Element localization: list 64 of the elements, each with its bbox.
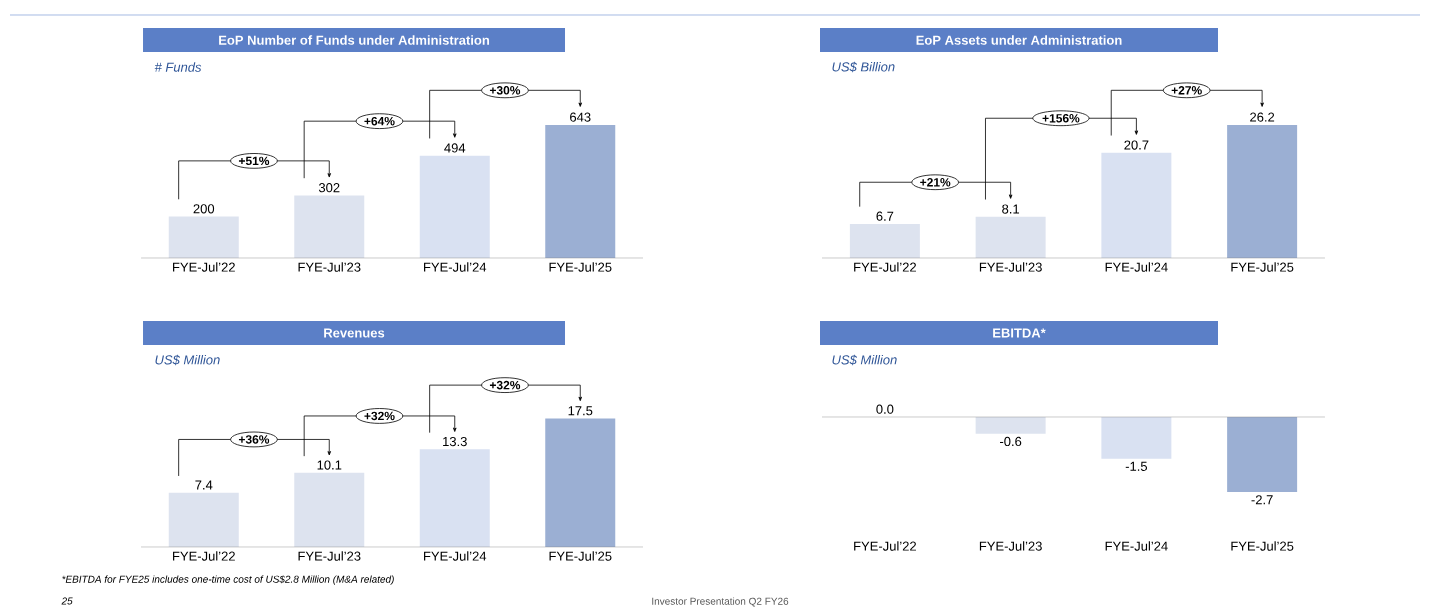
x-tick-label: FYE-Jul’24 [424, 551, 487, 561]
chart-subtitle: US$ Million [832, 354, 897, 366]
bar [168, 492, 239, 547]
x-tick-label: FYE-Jul’23 [979, 262, 1042, 272]
x-tick-label: FYE-Jul’23 [979, 541, 1042, 551]
x-tick-label: FYE-Jul’24 [1105, 541, 1168, 551]
data-label: 302 [318, 183, 340, 193]
bar [975, 216, 1046, 258]
bar [294, 195, 365, 258]
x-tick-label: FYE-Jul’25 [1231, 262, 1294, 272]
x-tick-label: FYE-Jul’22 [173, 262, 235, 272]
data-label: 8.1 [1002, 204, 1020, 214]
annotation: +32% [364, 411, 395, 421]
x-tick-label: FYE-Jul’24 [424, 262, 487, 272]
annotation: +64% [364, 116, 395, 126]
bar [419, 449, 490, 547]
data-label: 494 [444, 143, 466, 153]
text: *EBITDA for FYE25 includes one-time cost of US$2.8 Million (M&A related) [62, 575, 394, 585]
chart-subtitle: # Funds [154, 62, 202, 72]
data-label: 20.7 [1124, 140, 1149, 150]
data-label: 200 [193, 204, 215, 214]
bar [545, 418, 616, 547]
bar [294, 472, 365, 547]
annotation: +51% [238, 156, 270, 166]
x-tick-label: FYE-Jul’22 [173, 551, 235, 561]
text: +27% [1171, 86, 1202, 95]
bar [419, 155, 490, 258]
x-tick-label: FYE-Jul’23 [298, 262, 361, 272]
annotation: +21% [920, 178, 951, 187]
data-label: -2.7 [1251, 495, 1273, 505]
bar [1227, 124, 1298, 258]
text: 25 [61, 597, 73, 605]
text: Investor Presentation Q2 FY26 [652, 597, 789, 607]
text: +30% [489, 86, 521, 95]
data-label: 26.2 [1250, 112, 1275, 122]
x-tick-label: FYE-Jul’25 [549, 551, 612, 561]
text: +156% [1042, 114, 1080, 123]
bar [849, 223, 920, 258]
data-label: 10.1 [317, 460, 342, 470]
chart-subtitle: US$ Million [155, 354, 220, 366]
x-tick-label: FYE-Jul’22 [854, 541, 916, 551]
data-label: 643 [570, 112, 591, 122]
data-label: 17.5 [568, 406, 593, 416]
bar [168, 216, 239, 258]
bar [545, 124, 616, 258]
chart-title: EBITDA* [993, 328, 1046, 338]
x-tick-label: FYE-Jul’23 [298, 551, 361, 561]
data-label: 6.7 [876, 211, 894, 221]
data-label: 7.4 [195, 480, 213, 490]
bar [1101, 152, 1172, 258]
chart-title: Revenues [324, 328, 385, 338]
x-tick-label: FYE-Jul’24 [1105, 262, 1168, 272]
data-label: -0.6 [1000, 436, 1022, 447]
annotation: +36% [238, 435, 270, 444]
chart-title: EoP Number of Funds under Administration [219, 35, 489, 45]
chart-subtitle: US$ Billion [832, 61, 895, 73]
data-label: -1.5 [1125, 461, 1148, 471]
chart-title: EoP Assets under Administration [916, 35, 1122, 45]
data-label: 0.0 [876, 404, 894, 414]
text: +32% [489, 380, 521, 390]
x-tick-label: FYE-Jul’25 [1231, 541, 1294, 551]
x-tick-label: FYE-Jul’25 [549, 262, 612, 272]
data-label: 13.3 [443, 436, 467, 447]
x-tick-label: FYE-Jul’22 [854, 262, 916, 272]
